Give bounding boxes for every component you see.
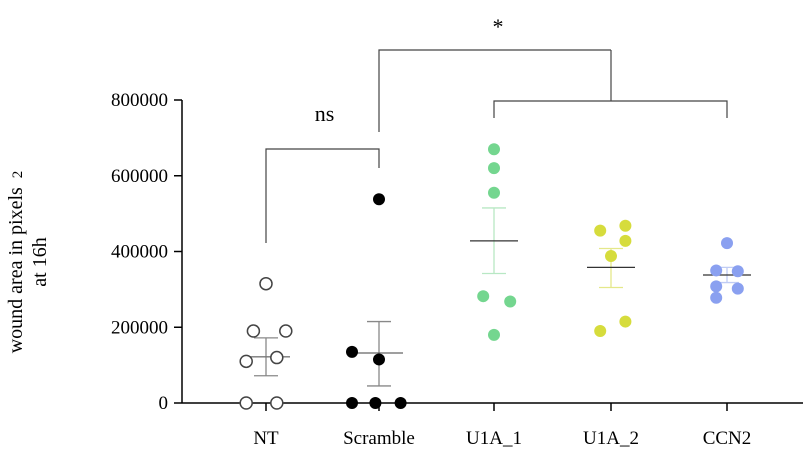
data-point [488,162,500,175]
data-point [373,193,385,206]
data-point [246,324,261,338]
data-point [346,345,358,358]
bracket-ns-label: ns [315,101,335,126]
data-point [504,295,517,308]
data-point [346,397,358,409]
data-point [710,291,723,304]
data-points [239,143,744,410]
data-point [619,315,632,328]
data-point [710,280,723,293]
data-point [594,325,607,338]
x-tick-label: U1A_2 [583,428,639,449]
x-tick-label: Scramble [343,428,415,449]
y-axis-title-line1: wound area in pixels 2 [5,171,27,354]
y-tick-label: 200000 [111,317,168,338]
x-tick-label: U1A_1 [466,428,522,449]
data-point [731,265,744,278]
y-axis-title: wound area in pixels 2 at 16h [5,171,51,354]
data-point [394,397,407,409]
bracket-star-label: * [493,14,504,39]
data-point [259,276,273,291]
error-bars [242,207,751,387]
y-tick-label: 600000 [111,166,168,187]
y-tick-label: 0 [159,393,169,414]
x-tick-label: NT [253,428,279,449]
x-categories: NT Scramble U1A_1 U1A_2 CCN2 [253,403,751,449]
bracket-star [378,49,611,132]
data-point [373,353,385,366]
y-tick-label: 800000 [111,90,168,111]
data-point [279,324,293,338]
data-point [477,290,490,303]
bracket-ns [265,148,380,243]
data-point [731,282,744,295]
data-point [239,396,253,410]
bracket-group [493,100,728,118]
data-point [369,397,382,409]
data-point [619,234,632,247]
data-point [270,350,284,365]
y-axis-title-line2: at 16h [29,237,51,286]
data-point [710,264,723,277]
data-point [721,237,733,250]
data-point [270,396,284,410]
y-ticks: 0 200000 400000 600000 800000 [111,90,182,414]
data-point [605,250,617,263]
data-point [619,219,632,232]
data-point [594,224,607,237]
x-tick-label: CCN2 [703,428,752,449]
data-point [488,143,500,156]
significance-brackets: ns * [265,14,728,243]
data-point [488,328,500,341]
y-tick-label: 400000 [111,242,168,263]
data-point [239,354,253,369]
data-point [488,186,500,199]
